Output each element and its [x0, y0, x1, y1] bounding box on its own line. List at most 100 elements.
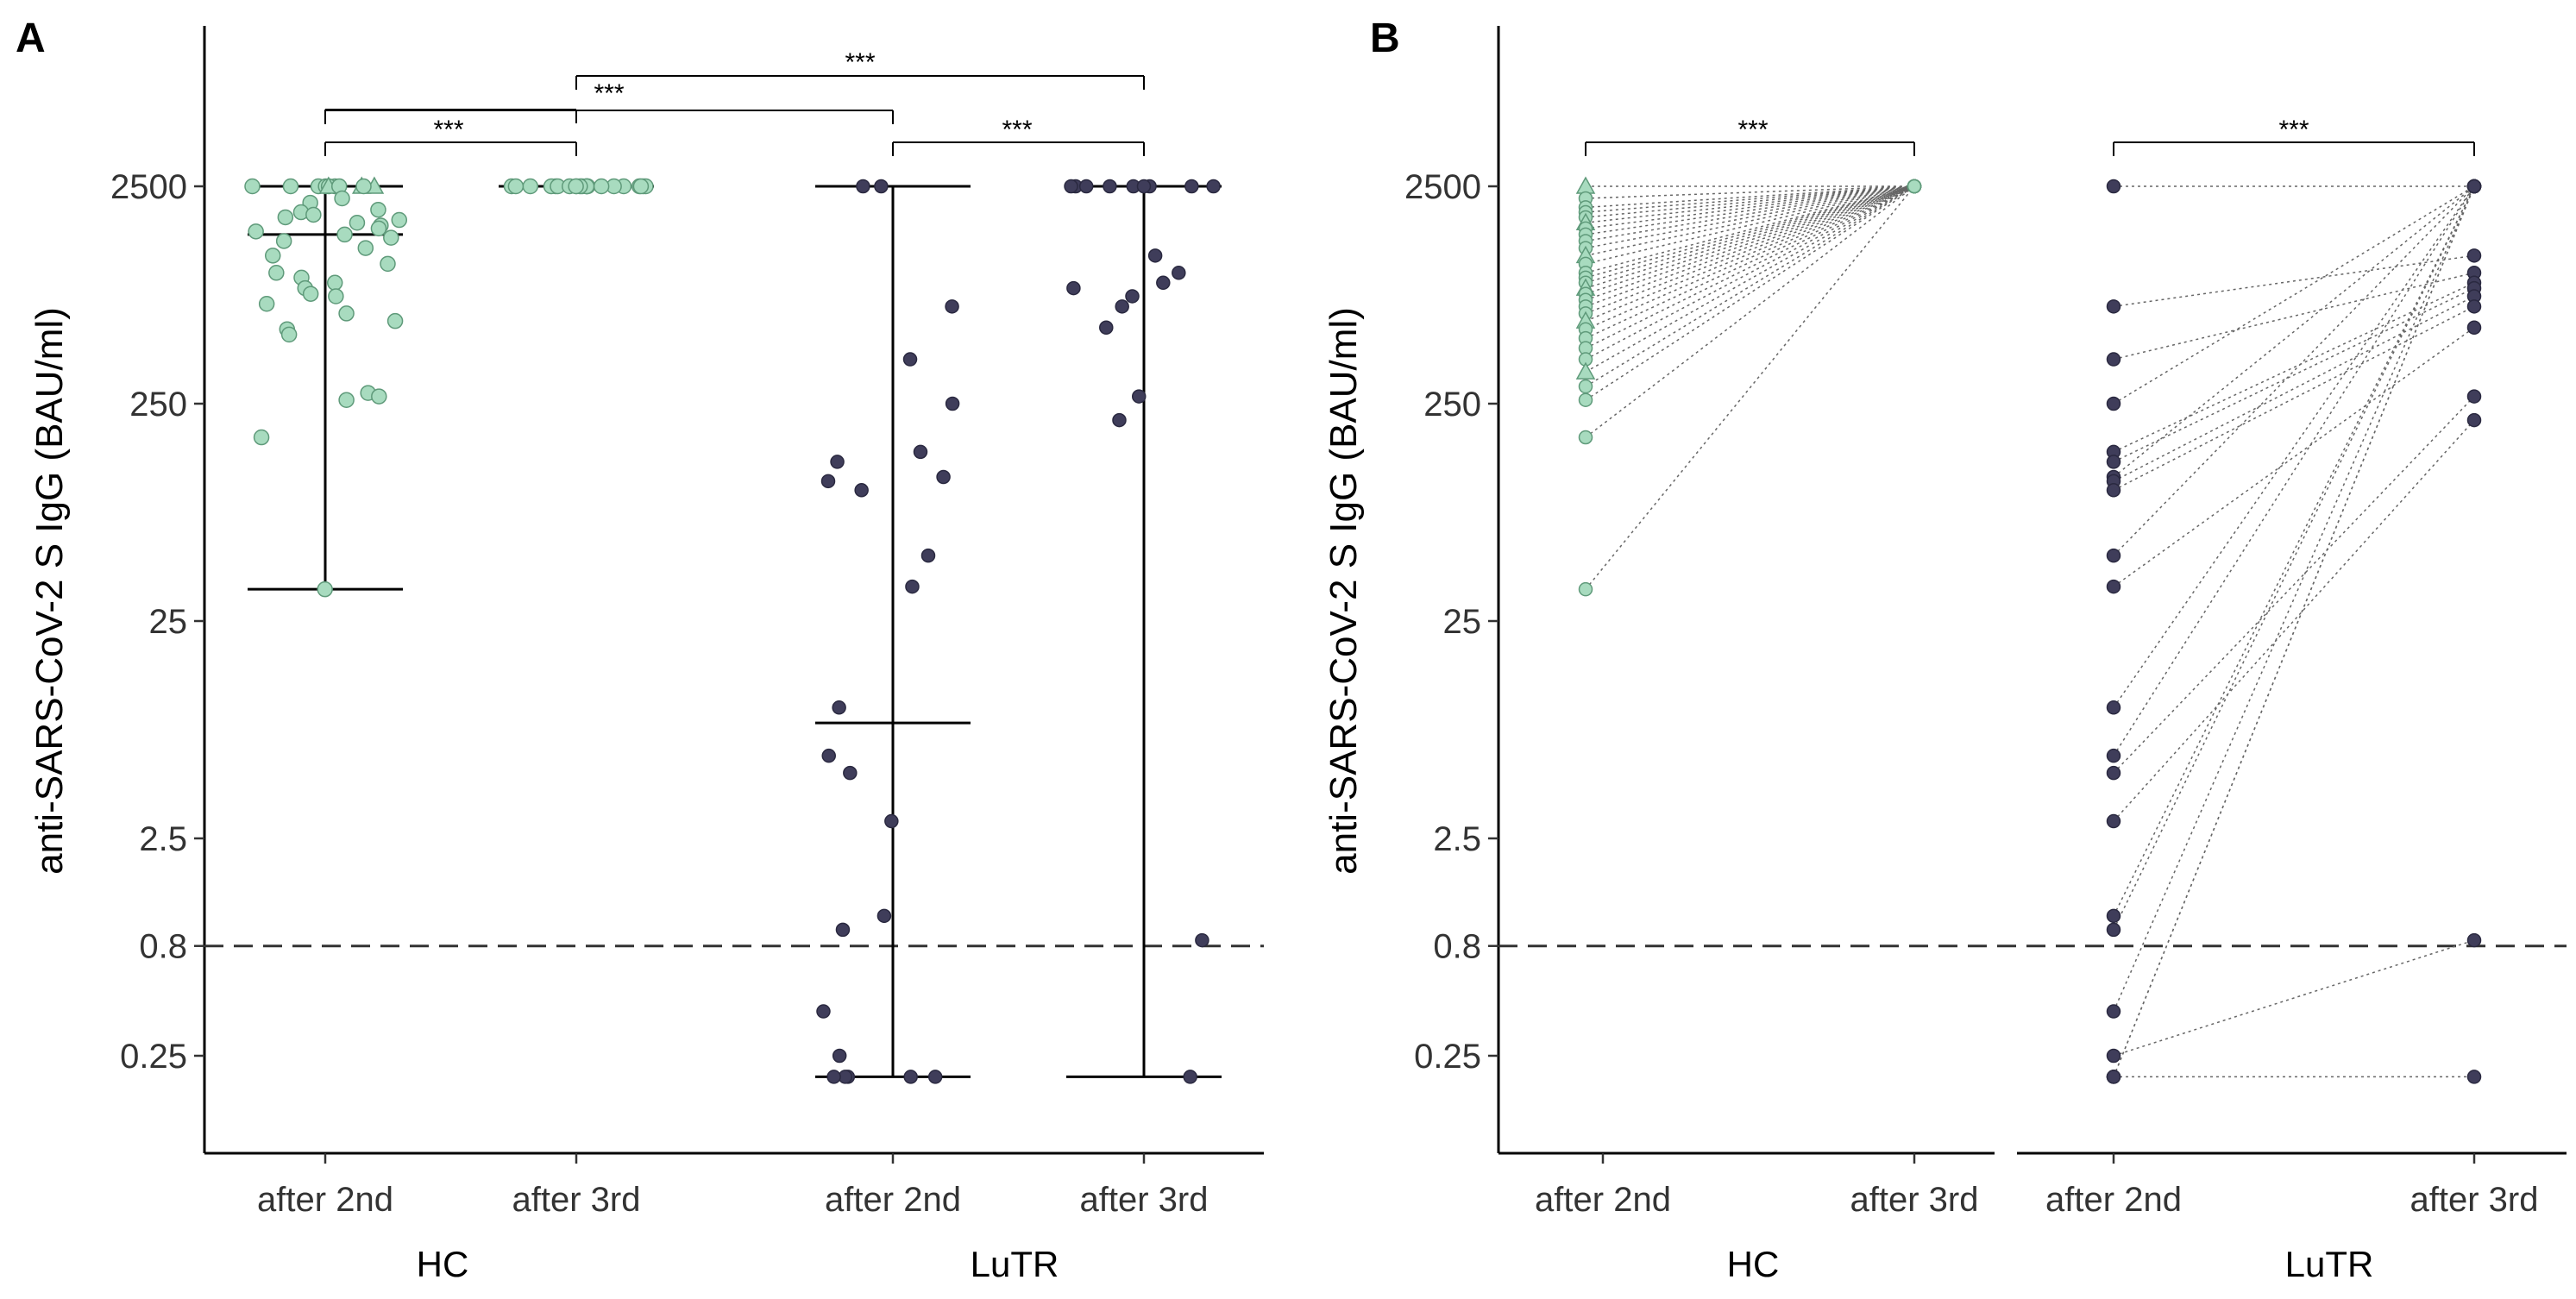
panel-a-data-point: [248, 223, 264, 240]
panel-b-pair-line: [2113, 272, 2475, 361]
panel-b-pair-line: [2113, 185, 2475, 478]
panel-a-data-point: [258, 295, 275, 312]
panel-a-data-point: [1115, 299, 1129, 314]
panel-b-pair-line: [1585, 185, 1915, 361]
panel-b-y-tick-label: 2500: [1404, 168, 1481, 206]
panel-a-y-tick-label: 2.5: [139, 820, 187, 858]
panel-a-data-point: [282, 178, 299, 195]
panel-a-data-point: [265, 248, 281, 264]
panel-b-pair-line: [1585, 185, 1915, 199]
panel-a-data-point: [843, 765, 858, 781]
panel-a-data-point: [876, 908, 892, 924]
panel-b-data-point: [2106, 1004, 2121, 1019]
panel-a-data-point: [902, 352, 918, 367]
panel-a-data-point: [338, 392, 355, 408]
panel-a-data-point: [903, 1070, 918, 1084]
panel-a-data-point: [832, 1048, 847, 1064]
panel-a-y-tick-label: 0.8: [139, 928, 187, 966]
panel-a-data-point: [854, 483, 869, 498]
panel-a-group-hc: HC: [417, 1244, 469, 1284]
panel-a-data-point: [830, 455, 845, 469]
panel-a-data-point: [338, 305, 355, 322]
panel-a-data-point: [383, 229, 399, 246]
panel-a-data-point: [1125, 289, 1140, 304]
panel-b-pair-line: [2113, 185, 2475, 1077]
panel-b-group-lutr: LuTR: [2285, 1244, 2374, 1284]
panel-a-data-point: [927, 1070, 943, 1084]
panel-a-data-point: [386, 312, 404, 329]
panel-b-pair-line: [1585, 185, 1915, 229]
panel-b-pair-line: [2113, 185, 2475, 756]
panel-b-pair-line: [2113, 185, 2475, 556]
plot-layer: 0.25 0.8 2.5 25 250 2500 0.25 0.8 2.5 25 250 2500: [110, 26, 2567, 1164]
panel-a-data-point: [920, 548, 936, 563]
panel-a-data-point: [1136, 179, 1152, 194]
panel-b-pair-line: [1585, 185, 1915, 213]
panel-b-sig-lutr: ***: [2278, 116, 2309, 144]
panel-b-y-tick-label: 2.5: [1433, 820, 1481, 858]
panel-b-data-point: [2106, 455, 2121, 469]
panel-a-data-point: [380, 255, 396, 273]
panel-a-data-point: [821, 748, 836, 763]
panel-b-data-point: [1907, 179, 1922, 194]
panel-a-data-point: [905, 579, 920, 594]
panel-b-pair-line: [1585, 185, 1915, 387]
panel-a-data-point: [632, 178, 650, 195]
panel-b-data-point: [2106, 579, 2121, 594]
panel-a-data-point: [334, 190, 350, 207]
panel-a-x-tick-lutr-after-3rd: after 3rd: [1080, 1181, 1209, 1219]
panel-a-data-point: [253, 429, 270, 446]
panel-b-data-point: [2466, 932, 2482, 948]
panel-a-data-point: [1131, 389, 1147, 404]
panel-b-pair-line: [1585, 185, 1915, 349]
panel-b-pair-line: [1585, 185, 1915, 284]
panel-b-pair-line: [1585, 185, 1915, 308]
panel-a-data-point: [522, 178, 539, 195]
panel-a-y-axis-title: anti-SARS-CoV-2 S IgG (BAU/ml): [28, 307, 71, 875]
panel-b-x-tick-lutr-after-3rd: after 3rd: [2410, 1181, 2539, 1219]
panel-a-sig-hc-vs-lutr-3rd: ***: [845, 48, 875, 77]
panel-b-data-point: [1575, 361, 1596, 380]
panel-a-data-point: [945, 396, 960, 411]
panel-a-data-point: [856, 179, 870, 194]
panel-b-pair-line: [2113, 185, 2475, 708]
panel-a-data-point: [1112, 412, 1127, 428]
panel-b-data-point: [2106, 922, 2121, 938]
panel-a-data-point: [1184, 179, 1199, 194]
panel-b-data-point: [2466, 389, 2482, 404]
panel-a-data-point: [832, 700, 846, 715]
panel-a-data-point: [1078, 179, 1094, 194]
panel-b-y-tick-label: 0.25: [1414, 1038, 1481, 1076]
panel-a-data-point: [884, 813, 899, 829]
panel-b-data-point: [2466, 1070, 2482, 1084]
panel-b-x-tick-hc-after-2nd: after 2nd: [1535, 1181, 1671, 1219]
panel-a-data-point: [1066, 280, 1081, 296]
panel-b-data-point: [2106, 813, 2121, 829]
panel-a-data-point: [280, 326, 298, 343]
panel-a-x-tick-hc-after-3rd: after 3rd: [512, 1181, 641, 1219]
panel-a-data-point: [349, 214, 366, 231]
panel-a-letter: A: [16, 16, 46, 61]
panel-b-pair-line: [2113, 185, 2475, 405]
panel-a-data-point: [1103, 179, 1117, 194]
panel-b-pair-line: [2113, 939, 2475, 1057]
panel-b-data-point: [2466, 299, 2482, 314]
panel-a-sig-lutr-2nd-vs-3rd: ***: [1002, 116, 1032, 144]
panel-b-data-point: [2106, 748, 2121, 763]
panel-b-pair-line: [1585, 185, 1915, 265]
panel-a-data-point: [370, 201, 386, 218]
panel-b-pair-line: [2113, 282, 2475, 453]
panel-b-data-point: [2106, 908, 2121, 924]
panel-b-sig-hc: ***: [1737, 116, 1768, 144]
panel-a-x-tick-hc-after-2nd: after 2nd: [257, 1181, 393, 1219]
panel-a-data-point: [275, 233, 292, 249]
panel-a-data-point: [936, 469, 951, 485]
panel-b-pair-line: [1585, 185, 1915, 257]
panel-b-data-point: [2106, 396, 2121, 411]
panel-a-data-point: [268, 265, 285, 281]
panel-b-pair-line: [1585, 185, 1915, 301]
panel-b-pair-line: [2113, 295, 2475, 482]
panel-b-data-point: [1578, 430, 1593, 445]
panel-b-facet-gap: [1995, 1151, 2017, 1158]
